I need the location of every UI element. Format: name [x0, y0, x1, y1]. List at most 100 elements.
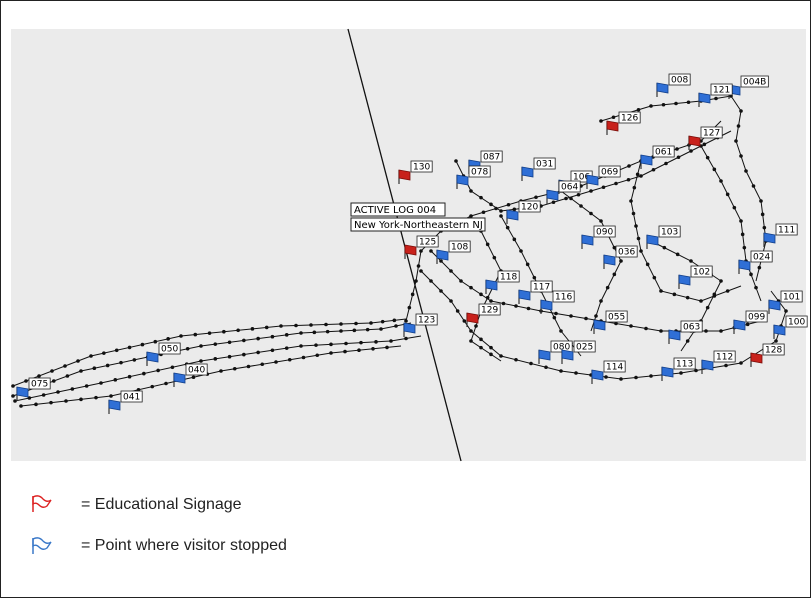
waypoint-label-text: 069 [601, 168, 618, 178]
track-point [105, 363, 110, 368]
waypoint: 108 [436, 240, 471, 264]
label-box [185, 363, 208, 376]
flag [593, 319, 606, 331]
track-point [506, 202, 511, 207]
track-point [113, 378, 118, 382]
track-point [559, 369, 563, 373]
label-box [593, 225, 616, 238]
track-point [410, 292, 415, 297]
waypoint-label: 130 [410, 160, 433, 173]
waypoint-label: 103 [658, 225, 681, 238]
track-point [685, 339, 690, 343]
label-box [497, 270, 520, 283]
track-point [329, 342, 333, 347]
track-point [485, 295, 490, 300]
track-point [469, 189, 473, 193]
track-point [639, 174, 643, 178]
track-point [365, 327, 370, 332]
label-box [28, 377, 51, 390]
waypoint-label: 112 [713, 350, 736, 363]
track-point [694, 368, 698, 373]
waypoint: 103 [646, 225, 681, 249]
flag [16, 386, 29, 398]
track-point [635, 172, 640, 177]
track-point [634, 224, 638, 228]
track-point [636, 107, 641, 112]
track-point [744, 169, 748, 173]
track-point [534, 195, 538, 200]
track-point [299, 331, 303, 335]
track-point [599, 299, 603, 303]
track-point [41, 393, 46, 397]
track-point [576, 192, 581, 197]
track-point [629, 324, 633, 328]
track-point [312, 330, 317, 335]
flag [485, 279, 498, 291]
tooltip: ACTIVE LOG 004 New York-Northeastern NJ [350, 202, 486, 232]
track-point [79, 397, 83, 402]
track-point [734, 139, 738, 143]
track-point [27, 396, 32, 400]
track-point [64, 399, 68, 403]
track-point [474, 324, 478, 328]
waypoint-label-text: 106 [573, 173, 590, 183]
track-point [309, 323, 313, 327]
flag [546, 189, 559, 201]
track-point [79, 369, 83, 373]
waypoint: 125 [404, 235, 439, 259]
track-point [672, 292, 677, 297]
track-point [454, 159, 458, 163]
waypoint-label: 041 [120, 390, 143, 403]
track-point [222, 329, 226, 334]
track-point [150, 384, 155, 389]
track-point [719, 329, 723, 333]
track-point [227, 354, 232, 359]
track-point [37, 374, 41, 378]
waypoint-label: 036 [615, 245, 638, 258]
track-point [11, 394, 15, 398]
track-point [489, 352, 493, 357]
track-point [142, 371, 146, 376]
track-point [745, 322, 750, 327]
waypoint-label: 123 [415, 313, 438, 326]
waypoint: 031 [521, 157, 556, 181]
waypoint-label: 125 [416, 235, 439, 248]
track-point [634, 375, 638, 380]
track-point [699, 299, 703, 303]
track-point [299, 344, 303, 348]
track-point [199, 359, 203, 363]
label-box [680, 320, 703, 333]
track-point [614, 321, 618, 326]
track-point [404, 319, 408, 323]
waypoints: 130 126 127 125 129 128 008 004B 121 087 078 031 106… [16, 73, 808, 414]
waypoint-label-text: 127 [703, 129, 720, 139]
track-point [584, 316, 588, 321]
track-point [714, 96, 718, 101]
track-point [429, 279, 433, 283]
waypoint-label-text: 050 [161, 345, 178, 355]
track-point [479, 292, 483, 297]
flag [586, 174, 599, 186]
track-point [725, 289, 730, 293]
waypoint: 112 [701, 350, 736, 374]
flag [656, 82, 669, 94]
waypoint: 114 [591, 360, 626, 384]
waypoint-label-text: 101 [783, 293, 800, 303]
track-point [505, 225, 510, 230]
track-point [574, 371, 578, 375]
flag [773, 324, 786, 336]
track-point [374, 340, 378, 344]
waypoint: 024 [738, 250, 773, 274]
track-point [532, 275, 537, 280]
track-point [644, 326, 648, 331]
track-point [512, 207, 517, 212]
track-point [359, 340, 363, 345]
track-point [392, 318, 397, 323]
waypoint: 064 [546, 180, 581, 204]
waypoint-label: 024 [750, 250, 773, 263]
label-box [710, 83, 733, 96]
track-point [469, 285, 473, 290]
track-point [279, 324, 283, 328]
track-point [389, 339, 393, 343]
track-point [49, 400, 53, 405]
